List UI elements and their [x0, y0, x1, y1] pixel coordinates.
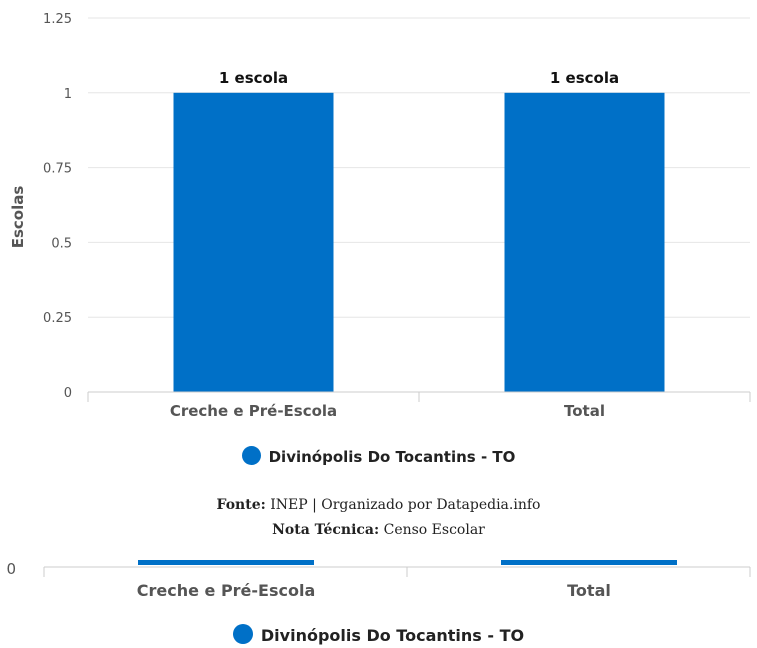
- y-axis-ticks: 0 0.25 0.5 0.75 1 1.25: [43, 12, 72, 401]
- strip-legend-label: Divinópolis Do Tocantins - TO: [260, 626, 525, 645]
- data-labels: 1 escola 1 escola: [219, 69, 619, 87]
- legend[interactable]: Divinópolis Do Tocantins - TO: [0, 446, 757, 466]
- strip-legend[interactable]: Divinópolis Do Tocantins - TO: [0, 624, 757, 645]
- x-category-label: Total: [564, 402, 605, 420]
- y-tick-label: 1: [64, 87, 72, 102]
- x-category-label: Creche e Pré-Escola: [170, 402, 337, 420]
- x-axis-tick-marks: [87, 392, 751, 402]
- note-text: Censo Escolar: [383, 522, 485, 538]
- y-tick-label: 0.25: [43, 311, 72, 326]
- legend-marker: [232, 624, 253, 644]
- strip-y-tick-zero: 0: [6, 560, 16, 578]
- strip-bar-total: [501, 560, 677, 565]
- strip-bar-creche: [138, 560, 314, 565]
- bars: [173, 92, 665, 393]
- y-tick-label: 0.75: [43, 162, 72, 177]
- source-line: Fonte: INEP | Organizado por Datapedia.i…: [0, 497, 757, 513]
- y-axis-title: Escolas: [9, 186, 27, 249]
- legend-label: Divinópolis Do Tocantins - TO: [268, 448, 516, 466]
- data-label: 1 escola: [219, 69, 288, 87]
- y-tick-label: 0.5: [51, 236, 72, 251]
- legend-marker: [241, 446, 261, 465]
- note-label: Nota Técnica:: [272, 522, 380, 538]
- strip-category-creche: Creche e Pré-Escola: [137, 581, 316, 600]
- data-label: 1 escola: [550, 69, 619, 87]
- y-tick-label: 1.25: [43, 12, 72, 27]
- bar: [504, 92, 665, 393]
- y-tick-label: 0: [64, 386, 72, 401]
- source-text: INEP | Organizado por Datapedia.info: [270, 497, 541, 513]
- bar: [173, 92, 334, 393]
- strip-category-total: Total: [567, 581, 611, 600]
- source-label: Fonte:: [216, 497, 266, 513]
- x-axis-categories: Creche e Pré-Escola Total: [170, 402, 605, 420]
- note-line: Nota Técnica: Censo Escolar: [0, 522, 757, 538]
